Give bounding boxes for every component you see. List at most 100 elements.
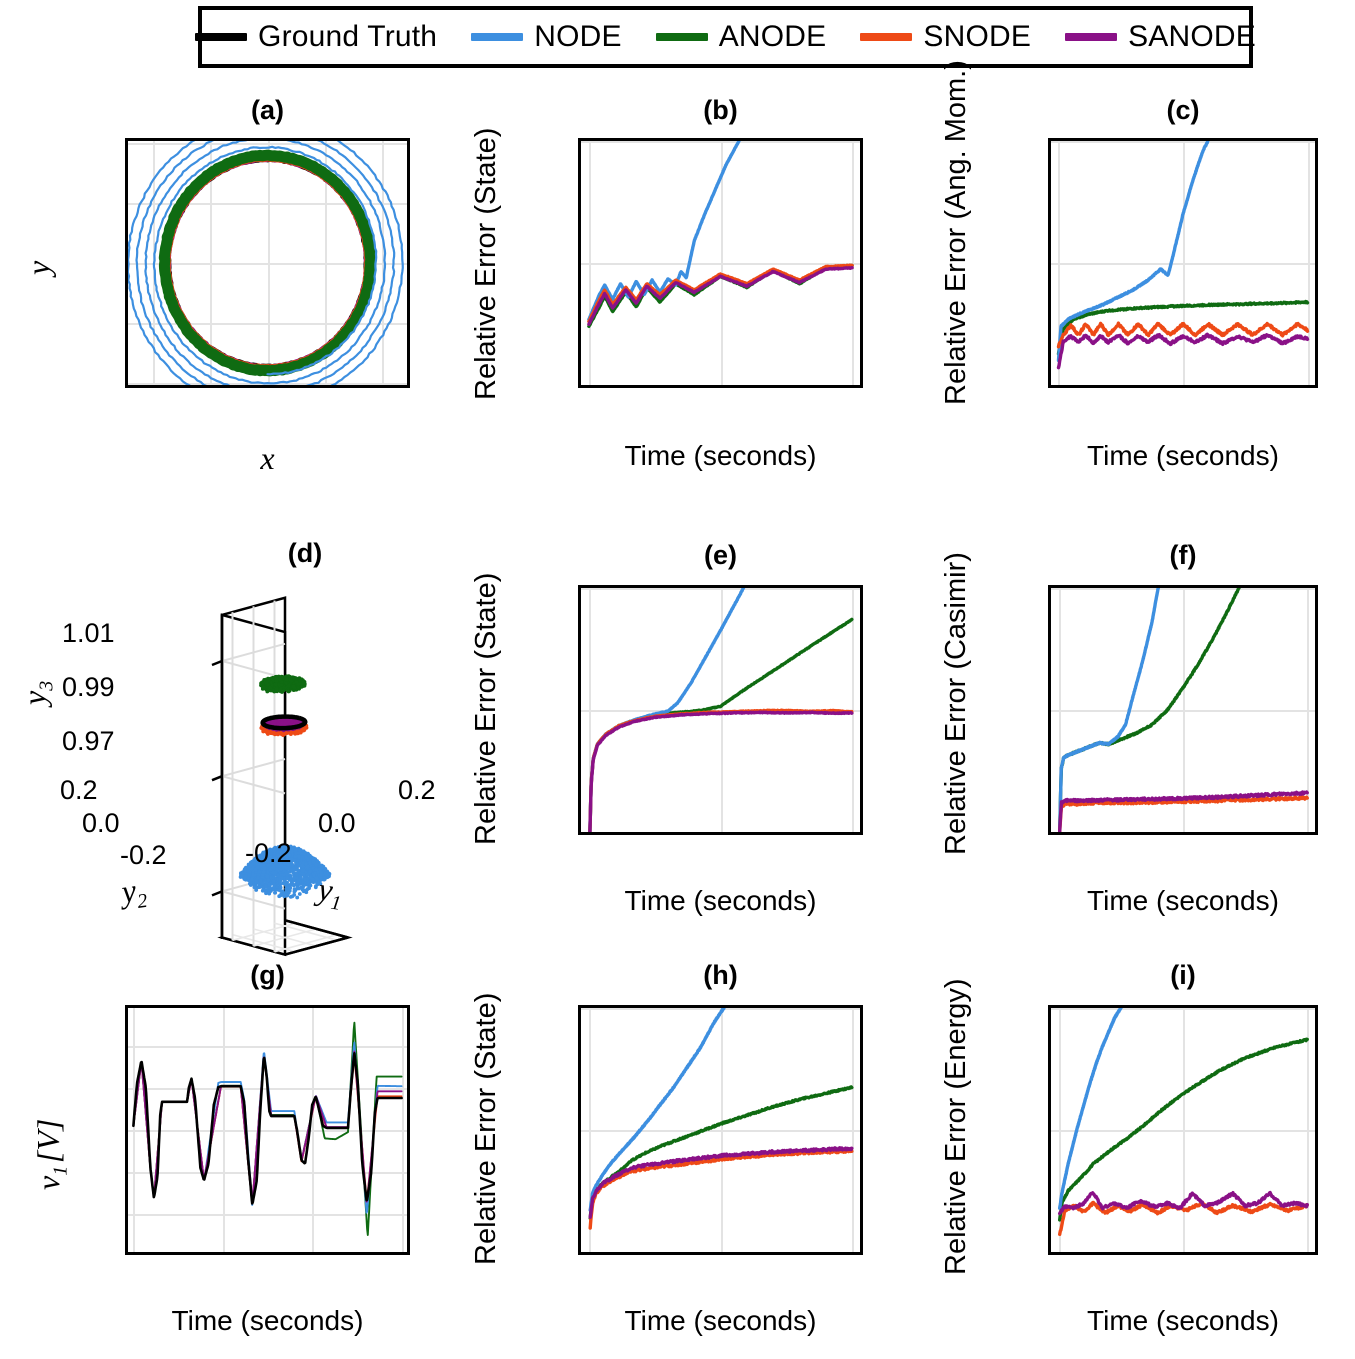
curves-f <box>1058 588 1309 832</box>
series-sanode <box>1056 332 1310 370</box>
series-node <box>1058 588 1160 832</box>
gridline-horizontal <box>581 141 860 143</box>
plot-area-i: 10510010-504080 <box>1048 1005 1318 1255</box>
curves-c <box>1056 141 1310 370</box>
series-anode <box>588 1085 854 1220</box>
panel-title-f: (f) <box>1169 540 1197 570</box>
gridline-horizontal <box>128 322 407 325</box>
curves-g <box>132 1021 403 1236</box>
gridline-horizontal <box>128 263 407 265</box>
gridline-horizontal <box>581 263 860 265</box>
z-tick-label: 0.99 <box>62 672 115 702</box>
legend-swatch-icon <box>860 33 913 41</box>
gridline-horizontal <box>581 1130 860 1132</box>
gridline-horizontal <box>128 1045 407 1048</box>
plot-area-c: 10510010-5050100 <box>1048 138 1318 388</box>
series-sanode <box>1058 1190 1309 1216</box>
z-tick-mark <box>211 659 223 667</box>
series-sanode <box>588 1146 854 1219</box>
gridline-horizontal <box>1051 1130 1315 1132</box>
panel-title-i: (i) <box>1170 960 1196 990</box>
legend-swatch-icon <box>471 33 524 41</box>
series-anode <box>259 674 307 694</box>
series-node <box>1058 1008 1123 1210</box>
panel-title-e: (e) <box>704 540 737 570</box>
y-tick-mark <box>1048 1251 1051 1254</box>
x-axis-label-e: Time (seconds) <box>624 885 817 916</box>
gridline-horizontal <box>1051 1008 1315 1010</box>
x-axis-label-f: Time (seconds) <box>1087 885 1279 916</box>
x-tick-mark <box>1182 1252 1185 1255</box>
series-snode <box>588 1148 854 1230</box>
gridline-horizontal <box>1051 710 1315 712</box>
curves-i <box>1058 1008 1309 1236</box>
series-sanode <box>1058 790 1309 832</box>
x-tick-mark <box>1057 1252 1060 1255</box>
legend-label: ANODE <box>718 20 827 53</box>
z-tick-mark <box>211 890 223 897</box>
x-axis-label-g: Time (seconds) <box>171 1305 364 1336</box>
panel-title-c: (c) <box>1166 95 1200 125</box>
series-anode <box>158 149 377 377</box>
figure-legend: Ground Truth NODE ANODE SNODE SANODE <box>195 6 1256 68</box>
x-tick-mark <box>1306 1252 1309 1255</box>
series-node <box>588 1008 726 1212</box>
panel-title-a: (a) <box>251 95 284 125</box>
gridline-horizontal <box>581 588 860 590</box>
x-axis-label-c: Time (seconds) <box>1087 440 1279 471</box>
y1-tick-label: -0.2 <box>245 838 292 868</box>
legend-swatch-icon <box>195 33 248 41</box>
y2-tick-label: 0.0 <box>82 808 120 838</box>
curves-e <box>588 588 854 832</box>
legend-swatch-icon <box>1065 33 1118 41</box>
legend-item-sanode: SANODE <box>1065 20 1256 54</box>
panel-title-g: (g) <box>250 960 285 990</box>
y1-tick-label: 0.2 <box>398 775 436 805</box>
plot-area-d <box>211 596 353 957</box>
legend-item-ground-truth: Ground Truth <box>195 20 437 54</box>
z-tick-mark <box>211 775 223 782</box>
y-tick-mark <box>1048 1129 1051 1132</box>
series-node <box>238 844 332 900</box>
series-ground-truth <box>132 1052 403 1205</box>
series-anode <box>1058 1037 1309 1222</box>
legend-label: SNODE <box>923 20 1032 53</box>
z-tick-label: 1.01 <box>62 618 115 648</box>
series-snode <box>587 263 854 324</box>
series-node <box>1056 141 1210 363</box>
y2-tick-label: -0.2 <box>120 840 167 870</box>
panel-title-h: (h) <box>703 960 738 990</box>
gridline-horizontal <box>128 203 407 206</box>
gridline-horizontal <box>1051 141 1315 143</box>
series-node <box>128 141 404 385</box>
y2-tick-label: 0.2 <box>60 775 98 805</box>
curves-a <box>128 141 404 385</box>
plot-area-b: 10510010-5050100 <box>578 138 863 388</box>
plot-area-e: 10510010-50400800 <box>578 585 863 835</box>
gridline-horizontal <box>128 143 407 146</box>
curves-h <box>588 1008 854 1230</box>
series-anode <box>1056 299 1310 356</box>
legend-label: Ground Truth <box>258 20 438 53</box>
z-tick-label: 0.97 <box>62 726 115 756</box>
plot-area-g: 210-1-2051015 <box>125 1005 410 1255</box>
y-axis-label-i: Relative Error (Energy) <box>940 978 972 1275</box>
x-axis-label-a: x <box>260 440 275 476</box>
series-snode <box>1056 321 1310 349</box>
legend-item-anode: ANODE <box>655 20 827 54</box>
legend-item-node: NODE <box>471 20 621 54</box>
plot-area-h: 10510010-504080 <box>578 1005 863 1255</box>
y-tick-mark <box>1048 1007 1051 1010</box>
series-sanode <box>588 710 854 832</box>
gridline-horizontal <box>128 1172 407 1175</box>
axis-edge-front <box>284 936 349 956</box>
gridline-horizontal <box>1051 1252 1315 1254</box>
panel-title-d: (d) <box>287 538 323 568</box>
series-node <box>587 141 741 321</box>
